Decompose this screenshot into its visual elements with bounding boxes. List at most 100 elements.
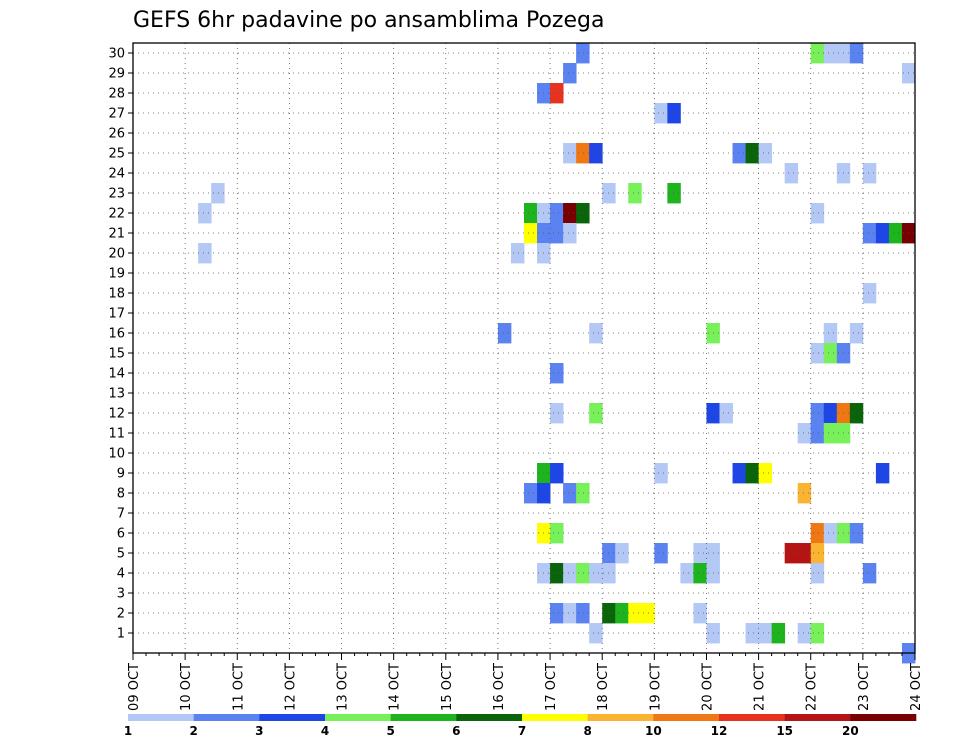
colorbar-segment [456,714,523,721]
heatmap-cell [797,623,812,644]
heatmap-cell [745,143,759,164]
heatmap-cell [888,223,903,244]
heatmap-cell [849,43,864,64]
x-tick-label: 16 OCT [492,663,507,711]
x-axis: 09 OCT 10 OCT 11 OCT 12 OCT 13 OCT 14 OCT 15 O… [127,653,924,711]
heatmap-cell [524,483,538,504]
y-tick-label: 12 [108,407,125,422]
y-tick-label: 25 [108,147,125,162]
heatmap-cell [563,63,577,84]
colorbar-segment [587,714,654,721]
colorbar-label: 10 [645,724,662,738]
heatmap-cell [823,423,838,444]
heatmap-cell [576,43,590,64]
heatmap-cell [654,463,668,484]
heatmap-cell [576,603,590,624]
y-tick-label: 24 [108,167,125,182]
heatmap-cell [198,203,212,224]
heatmap-cell [550,523,564,544]
heatmap-cell [550,223,564,244]
y-tick-label: 9 [117,467,125,482]
heatmap-cell [849,323,864,344]
x-tick-label: 15 OCT [440,663,455,711]
y-tick-label: 6 [117,527,125,542]
y-tick-label: 16 [108,327,125,342]
heatmap-cell [719,403,733,424]
y-tick-label: 3 [117,587,125,602]
heatmap-cell [797,483,812,504]
heatmap-cell [550,603,564,624]
heatmap-cell [849,523,864,544]
colorbar-label: 2 [189,724,197,738]
colorbar-segment [653,714,720,721]
heatmap-cell [797,543,812,564]
heatmap-cell [550,563,564,584]
heatmap-cell [654,103,668,124]
x-tick-label: 24 OCT [909,663,924,711]
y-tick-label: 23 [108,187,125,202]
heatmap-cell [524,223,538,244]
heatmap-cell [823,403,838,424]
x-tick-label: 20 OCT [700,663,715,711]
heatmap-cell [758,623,773,644]
heatmap-cell [784,543,799,564]
heatmap-cell [758,463,773,484]
colorbar-segment [128,714,194,721]
heatmap-cell [745,623,759,644]
heatmap-cell [550,203,564,224]
y-axis: 1234567891011121314151617181920212223242… [108,47,133,642]
heatmap-cell [550,463,564,484]
y-tick-label: 7 [117,507,125,522]
colorbar-segment [193,714,260,721]
colorbar-label: 6 [452,724,460,738]
heatmap-cell [823,43,838,64]
heatmap-cell [810,523,825,544]
y-tick-label: 26 [108,127,125,142]
colorbar-label: 4 [321,724,329,738]
heatmap-cell [576,203,590,224]
heatmap-cell [589,323,603,344]
y-tick-label: 4 [117,567,125,582]
heatmap-cell [810,43,825,64]
y-tick-label: 2 [117,607,125,622]
colorbar-segment [719,714,785,721]
y-tick-label: 10 [108,447,125,462]
y-tick-label: 13 [108,387,125,402]
y-tick-label: 19 [108,267,125,282]
heatmap-cell [198,243,212,264]
heatmap-cell [823,323,838,344]
y-tick-label: 1 [117,627,125,642]
y-tick-label: 30 [108,47,125,62]
heatmap-cell [875,463,890,484]
heatmap-cell [810,203,825,224]
y-tick-label: 18 [108,287,125,302]
heatmap-cell [563,483,577,504]
heatmap-cell [862,283,877,304]
heatmap-cell [875,223,890,244]
y-tick-label: 22 [108,207,125,222]
heatmap-cell [576,143,590,164]
heatmap-cell [810,623,825,644]
heatmap-cell [628,183,642,204]
colorbar-segment [522,714,588,721]
heatmap-cell [758,143,773,164]
y-tick-label: 14 [108,367,125,382]
colorbar-label: 5 [386,724,394,738]
colorbar-segment [850,714,917,721]
heatmap-cell [862,223,877,244]
x-tick-label: 12 OCT [283,663,298,711]
heatmap-cell [745,463,759,484]
heatmap-cell [563,603,577,624]
colorbar-label: 3 [255,724,263,738]
heatmap-cell [615,603,629,624]
colorbar-segment [325,714,391,721]
heatmap-cell [589,623,603,644]
y-tick-label: 8 [117,487,125,502]
colorbar-segment [259,714,326,721]
heatmap-cell [550,83,564,104]
heatmap-cell [550,363,564,384]
y-tick-label: 15 [108,347,125,362]
heatmap-cell [628,603,642,624]
chart-title: GEFS 6hr padavine po ansamblima Pozega [133,8,604,33]
x-tick-label: 14 OCT [388,663,403,711]
